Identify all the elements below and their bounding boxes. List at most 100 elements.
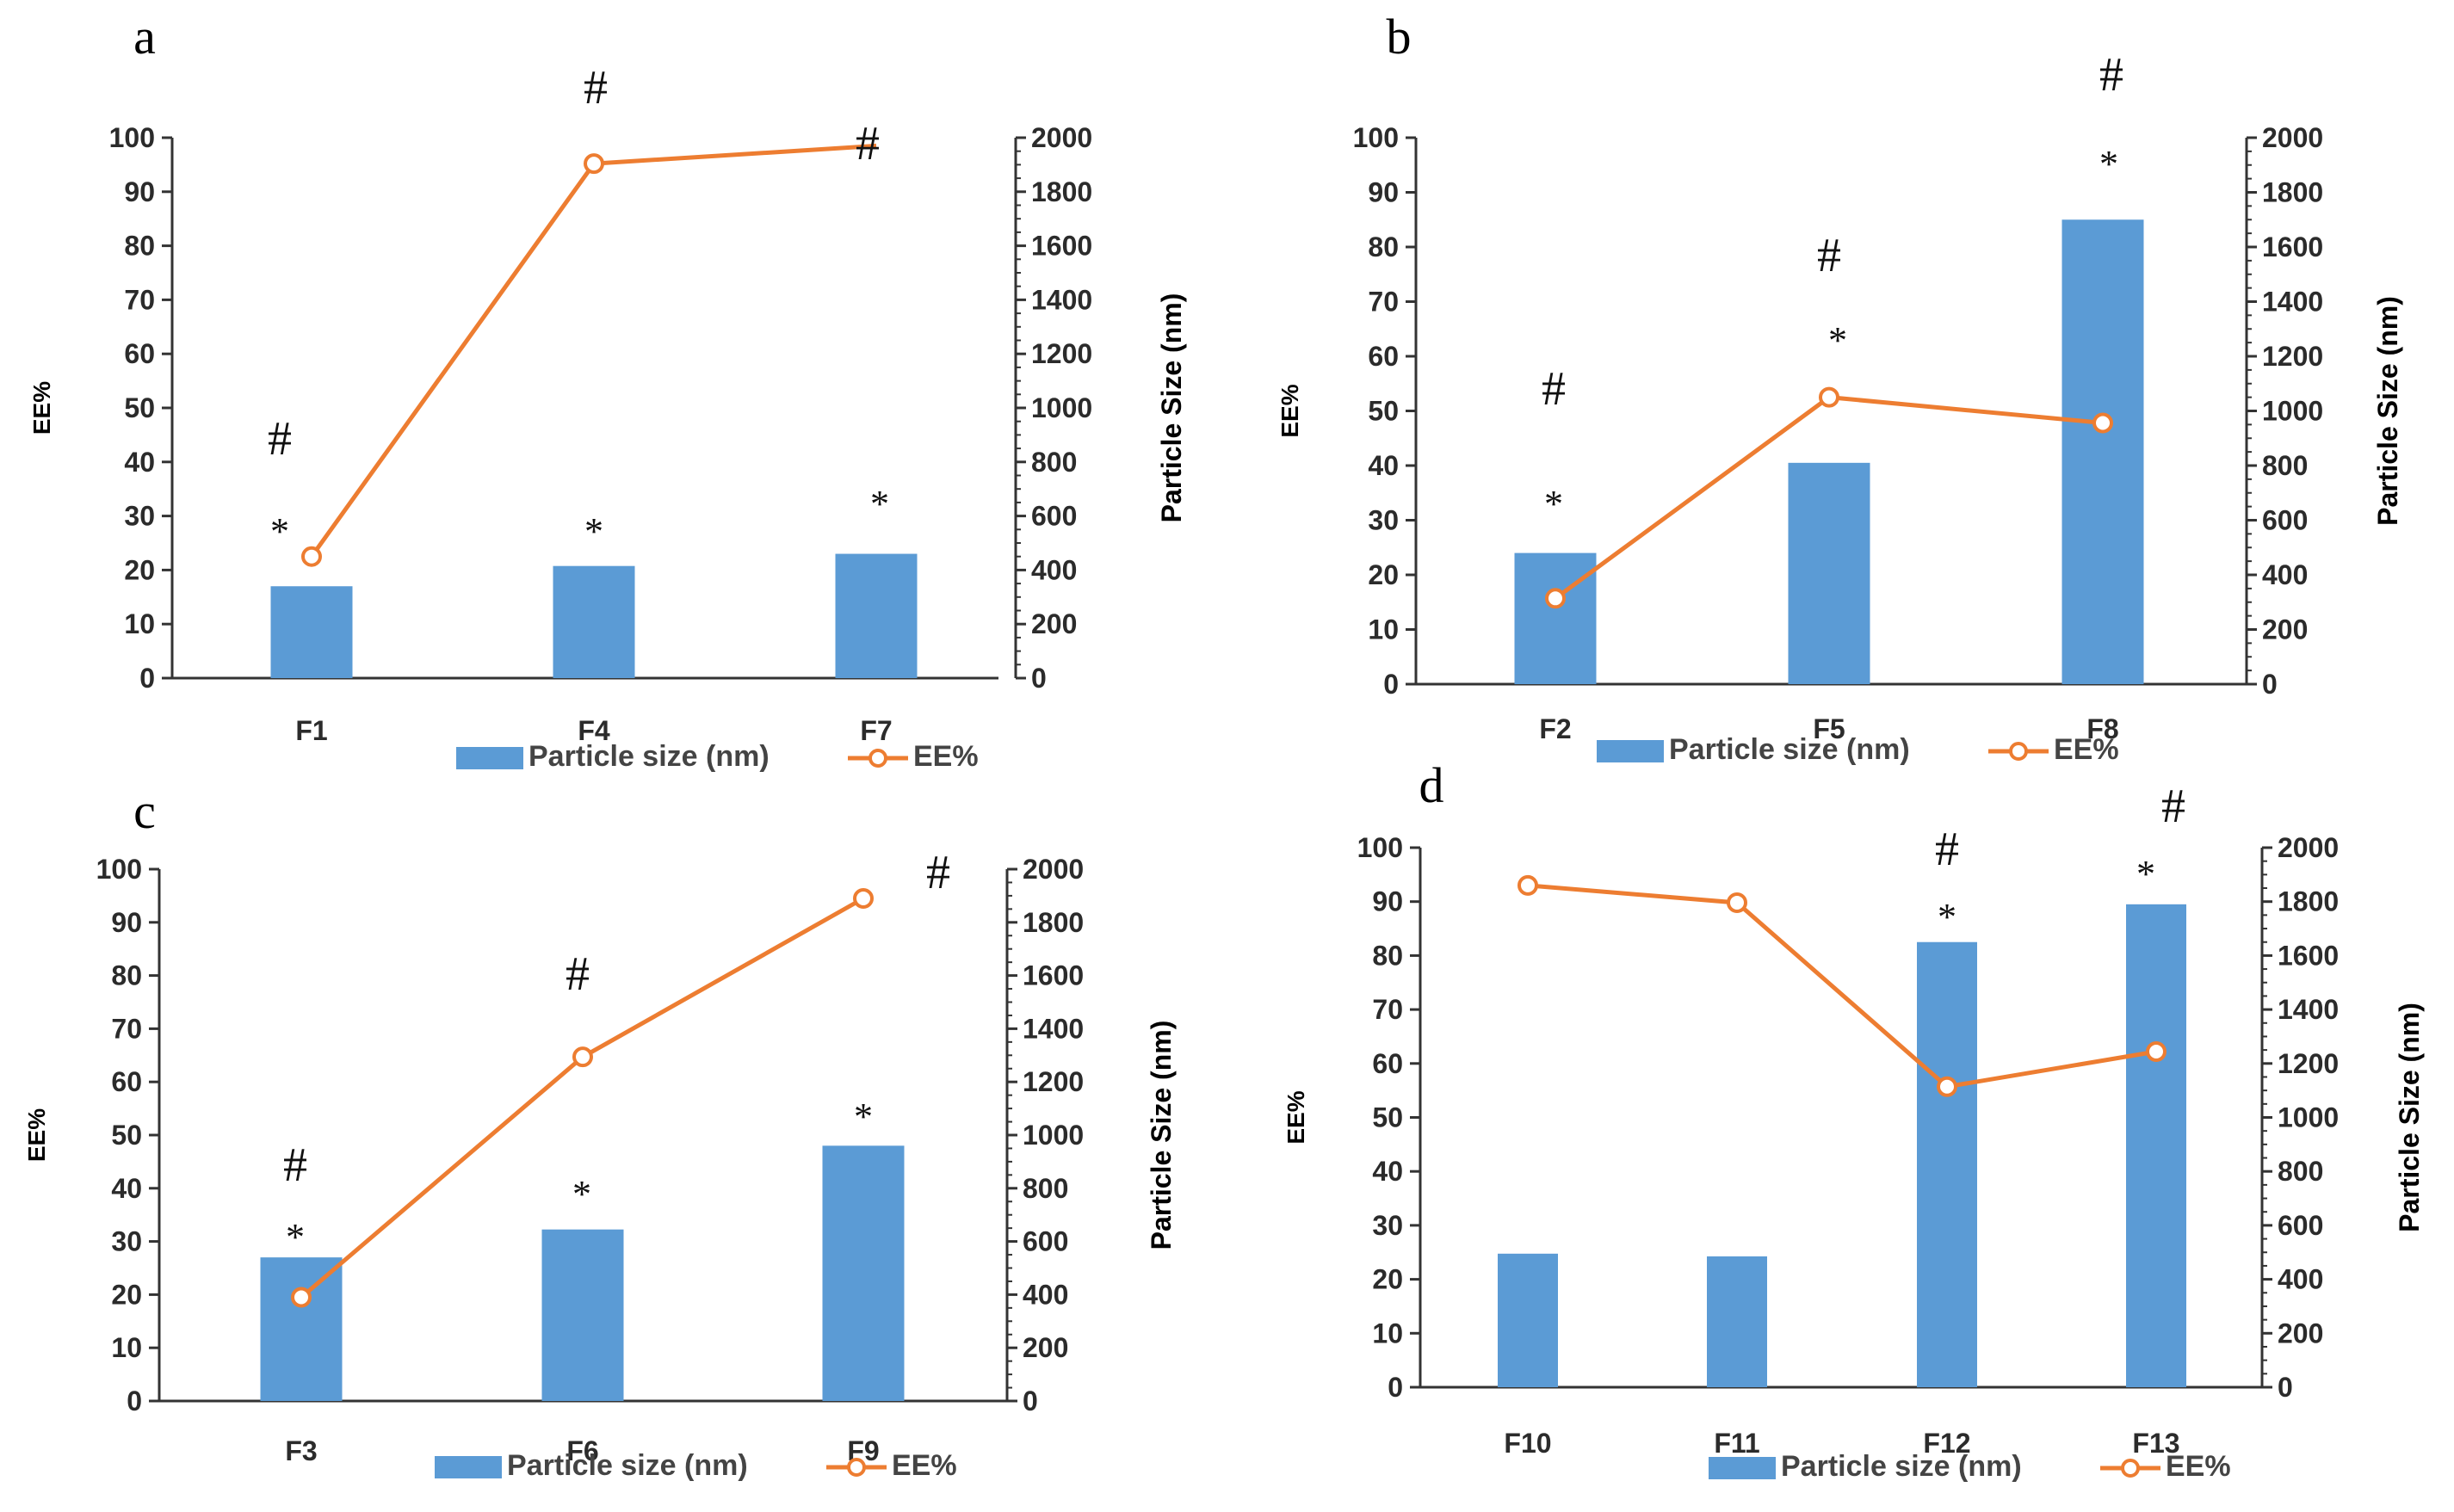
right-tick-label: 600	[1031, 501, 1077, 532]
panel-b: b010203040506070809010002004006008001000…	[1276, 9, 2403, 766]
right-tick-label: 1200	[1023, 1066, 1084, 1097]
asterisk-annotation: *	[584, 510, 603, 552]
left-tick-label: 20	[124, 554, 155, 585]
right-tick-label: 2000	[1031, 122, 1092, 153]
bar-F1	[270, 586, 353, 678]
right-tick-label: 1600	[1023, 960, 1084, 991]
hash-annotation: #	[283, 1139, 307, 1192]
right-axis-title: Particle Size (nm)	[1146, 1021, 1177, 1250]
right-axis-title: Particle Size (nm)	[2372, 296, 2403, 526]
right-tick-label: 400	[1023, 1279, 1068, 1310]
ee-point-F5	[1819, 386, 1839, 408]
right-tick-label: 600	[2278, 1210, 2323, 1241]
category-label: F13	[2132, 1428, 2179, 1459]
left-tick-label: 50	[1372, 1102, 1403, 1133]
left-tick-label: 30	[124, 501, 155, 532]
legend-line-label: EE%	[892, 1449, 957, 1482]
panel-label: d	[1419, 757, 1444, 813]
left-tick-label: 0	[127, 1385, 142, 1416]
legend-line-label: EE%	[913, 740, 979, 773]
right-tick-label: 1400	[1031, 284, 1092, 315]
right-tick-label: 1800	[2278, 886, 2339, 917]
left-tick-label: 70	[1368, 287, 1399, 318]
hash-annotation: #	[1935, 823, 1959, 876]
bar-F4	[553, 565, 635, 678]
right-tick-label: 1800	[2262, 177, 2323, 208]
left-tick-label: 20	[111, 1279, 142, 1310]
right-axis-title: Particle Size (nm)	[2394, 1003, 2425, 1232]
category-label: F6	[566, 1435, 598, 1466]
right-tick-label: 0	[2278, 1372, 2293, 1403]
asterisk-annotation: *	[572, 1173, 591, 1215]
ee-series-line	[309, 143, 877, 559]
hash-annotation: #	[2161, 780, 2185, 833]
left-tick-label: 90	[111, 907, 142, 938]
hash-annotation: #	[2099, 48, 2123, 102]
legend-bar-swatch	[1597, 740, 1664, 762]
right-tick-label: 600	[1023, 1226, 1068, 1257]
ee-point-F2	[1545, 588, 1566, 609]
right-axis-title: Particle Size (nm)	[1156, 293, 1187, 523]
left-axis-title: EE%	[28, 381, 55, 435]
hash-annotation: #	[926, 846, 950, 899]
bar-F5	[1788, 462, 1870, 684]
hash-annotation: #	[1817, 229, 1841, 282]
left-tick-label: 30	[1368, 505, 1399, 536]
ee-point-F4	[584, 153, 604, 175]
panel-d: d010203040506070809010002004006008001000…	[1283, 757, 2425, 1483]
left-axis-title: EE%	[23, 1108, 50, 1162]
panel-label: b	[1387, 9, 1412, 65]
ee-point-F10	[1518, 874, 1538, 896]
panel-a: a010203040506070809010002004006008001000…	[28, 9, 1187, 773]
legend-bar-label: Particle size (nm)	[1669, 733, 1910, 766]
bar-F9	[822, 1145, 905, 1401]
bar-F6	[541, 1229, 624, 1401]
left-tick-label: 70	[111, 1013, 142, 1044]
right-tick-label: 0	[2262, 669, 2278, 700]
left-tick-label: 50	[1368, 396, 1399, 427]
ee-series-line	[1527, 883, 2157, 1089]
legend-line-marker	[847, 1458, 866, 1477]
asterisk-annotation: *	[854, 1095, 873, 1138]
right-tick-label: 200	[2278, 1318, 2323, 1348]
ee-point-F13	[2146, 1041, 2167, 1063]
right-tick-label: 2000	[2262, 122, 2323, 153]
right-tick-label: 1000	[1023, 1120, 1084, 1151]
category-label: F1	[295, 715, 327, 746]
asterisk-annotation: *	[1544, 483, 1563, 525]
left-tick-label: 60	[111, 1066, 142, 1097]
right-tick-label: 400	[2262, 559, 2308, 590]
bar-F10	[1498, 1253, 1558, 1387]
left-tick-label: 80	[111, 960, 142, 991]
left-tick-label: 70	[124, 284, 155, 315]
left-tick-label: 90	[124, 176, 155, 207]
legend-bar-label: Particle size (nm)	[507, 1449, 748, 1482]
ee-point-F8	[2092, 412, 2113, 434]
ee-point-F11	[1727, 892, 1747, 913]
category-label: F5	[1813, 713, 1845, 744]
right-tick-label: 800	[2262, 450, 2308, 481]
legend-bar-swatch	[435, 1456, 502, 1478]
legend: Particle size (nm) EE%	[456, 740, 979, 773]
right-tick-label: 1600	[2262, 231, 2323, 262]
legend: Particle size (nm) EE%	[435, 1449, 957, 1482]
bar-F8	[2061, 219, 2144, 684]
legend: Particle size (nm) EE%	[1597, 733, 2119, 766]
right-tick-label: 800	[1031, 447, 1077, 478]
bar-F11	[1707, 1256, 1767, 1387]
right-tick-label: 1400	[2278, 994, 2339, 1025]
legend: Particle size (nm) EE%	[1709, 1450, 2231, 1483]
right-tick-label: 200	[2262, 614, 2308, 645]
left-tick-label: 60	[124, 338, 155, 369]
asterisk-annotation: *	[270, 510, 289, 552]
ee-point-F6	[572, 1046, 593, 1068]
category-label: F3	[285, 1435, 317, 1466]
left-axis-title: EE%	[1283, 1090, 1309, 1144]
right-tick-label: 1200	[2278, 1048, 2339, 1079]
left-tick-label: 80	[1368, 231, 1399, 262]
left-tick-label: 0	[139, 663, 155, 694]
legend-line-marker	[868, 749, 887, 768]
left-tick-label: 10	[111, 1332, 142, 1363]
left-tick-label: 10	[1372, 1318, 1403, 1348]
left-tick-label: 100	[96, 854, 142, 885]
